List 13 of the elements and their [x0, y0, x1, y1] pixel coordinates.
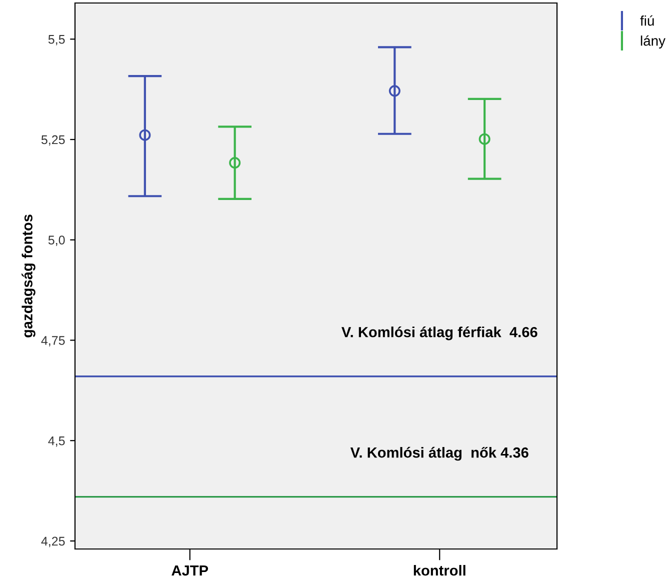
y-tick-label: 4,5 [48, 436, 65, 447]
y-tick-label: 5,5 [48, 35, 65, 46]
y-axis-title: gazdagság fontos [22, 214, 36, 338]
ref-line-label: V. Komlósi átlag nők 4.36 [350, 446, 528, 461]
legend-label: fiú [640, 15, 654, 26]
x-tick-label: kontroll [414, 564, 466, 576]
legend-label: lány [640, 35, 666, 48]
y-tick-label: 5,25 [41, 135, 65, 146]
y-tick-label: 5,0 [48, 236, 65, 246]
y-tick-label: 4,25 [41, 536, 65, 548]
ref-line-label: V. Komlósi átlag férfiak 4.66 [342, 326, 538, 340]
y-tick-label: 4,75 [41, 336, 65, 346]
x-tick-label: AJTP [172, 566, 208, 576]
